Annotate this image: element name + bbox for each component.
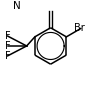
Text: F: F: [5, 51, 10, 61]
Text: F: F: [5, 31, 10, 41]
Text: F: F: [5, 41, 10, 51]
Text: Br: Br: [74, 23, 84, 33]
Text: N: N: [13, 1, 21, 11]
